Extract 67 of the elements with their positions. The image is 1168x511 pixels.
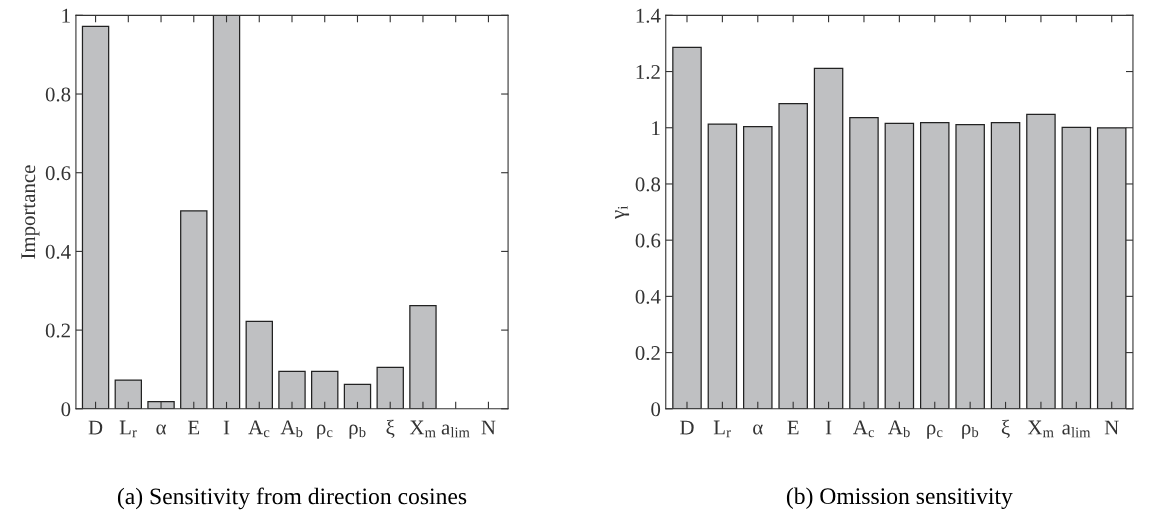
y-tick-label: 0.6 — [45, 166, 71, 181]
x-tick-label: ρ$_{c}$ — [317, 424, 333, 439]
y-tick-label: 1.4 — [636, 8, 661, 23]
x-tick-label: A$_{b}$ — [280, 420, 303, 438]
y-tick-label: 1 — [62, 8, 70, 23]
bar — [180, 210, 208, 409]
y-tick-label: 0.8 — [635, 177, 661, 192]
x-tick-label: ξ — [386, 419, 395, 439]
bar — [990, 122, 1021, 409]
text: (a) Sensitivity from direction cosines — [117, 487, 467, 510]
x-tick-label: N — [1104, 420, 1119, 435]
x-tick-label: ρ$_{c}$ — [927, 424, 943, 439]
bar — [707, 123, 738, 409]
y-tick-label: 0.2 — [45, 323, 70, 338]
bar — [343, 383, 372, 409]
x-tick-label: I — [223, 420, 230, 435]
bar — [849, 117, 879, 409]
bar — [311, 370, 339, 409]
y-tick-label: 0.2 — [635, 345, 660, 361]
x-tick-label: A$_{c}$ — [248, 420, 270, 438]
y-axis-title: Importance — [21, 165, 40, 259]
y-tick-label: 0.4 — [45, 244, 71, 259]
bar — [409, 305, 437, 409]
bar — [919, 122, 950, 409]
x-tick-label: A$_{c}$ — [853, 420, 875, 438]
x-tick-label: D — [88, 420, 103, 435]
bar — [672, 46, 702, 409]
bar — [376, 366, 404, 409]
y-tick-label: 0.8 — [45, 87, 71, 102]
x-tick-label: D — [680, 420, 694, 435]
bar — [278, 370, 306, 409]
x-tick-label: E — [787, 420, 799, 435]
bar — [743, 126, 773, 409]
y-tick-label: 1 — [652, 121, 660, 135]
x-tick-label: ρ$_{b}$ — [962, 424, 979, 439]
y-tick-label: 0 — [61, 402, 71, 417]
bar — [778, 102, 808, 409]
y-tick-label: 0.4 — [635, 289, 661, 304]
bar — [212, 15, 241, 409]
y-tick-label: 1.2 — [636, 64, 660, 80]
bar — [884, 122, 915, 409]
x-tick-label: a$_{lim}$ — [1062, 424, 1091, 438]
bar — [245, 320, 273, 409]
x-tick-label: a$_{lim}$ — [441, 424, 470, 438]
bar — [114, 379, 143, 409]
bar — [1096, 127, 1127, 409]
x-tick-label: L$_{r}$ — [119, 420, 137, 438]
bar — [81, 25, 110, 409]
y-axis-title: γ$_{i}$ — [615, 205, 630, 220]
x-tick-label: α — [753, 424, 763, 435]
bar — [1061, 126, 1092, 409]
bar — [1026, 113, 1056, 409]
x-tick-label: A$_{b}$ — [888, 420, 910, 438]
x-tick-label: X$_{m}$ — [409, 420, 436, 438]
x-tick-label: α — [156, 424, 167, 435]
text: (b) Omission sensitivity — [786, 487, 1013, 509]
y-tick-label: 0.6 — [635, 233, 661, 248]
bar — [813, 67, 844, 409]
x-tick-label: E — [188, 420, 200, 435]
y-tick-label: 0 — [651, 402, 661, 417]
x-tick-label: L$_{r}$ — [713, 420, 731, 438]
x-tick-label: ξ — [1001, 419, 1010, 439]
x-tick-label: ρ$_{b}$ — [349, 424, 366, 439]
x-tick-label: I — [825, 420, 832, 435]
bar — [955, 124, 985, 409]
x-tick-label: N — [481, 420, 496, 435]
x-tick-label: X$_{m}$ — [1027, 420, 1054, 438]
